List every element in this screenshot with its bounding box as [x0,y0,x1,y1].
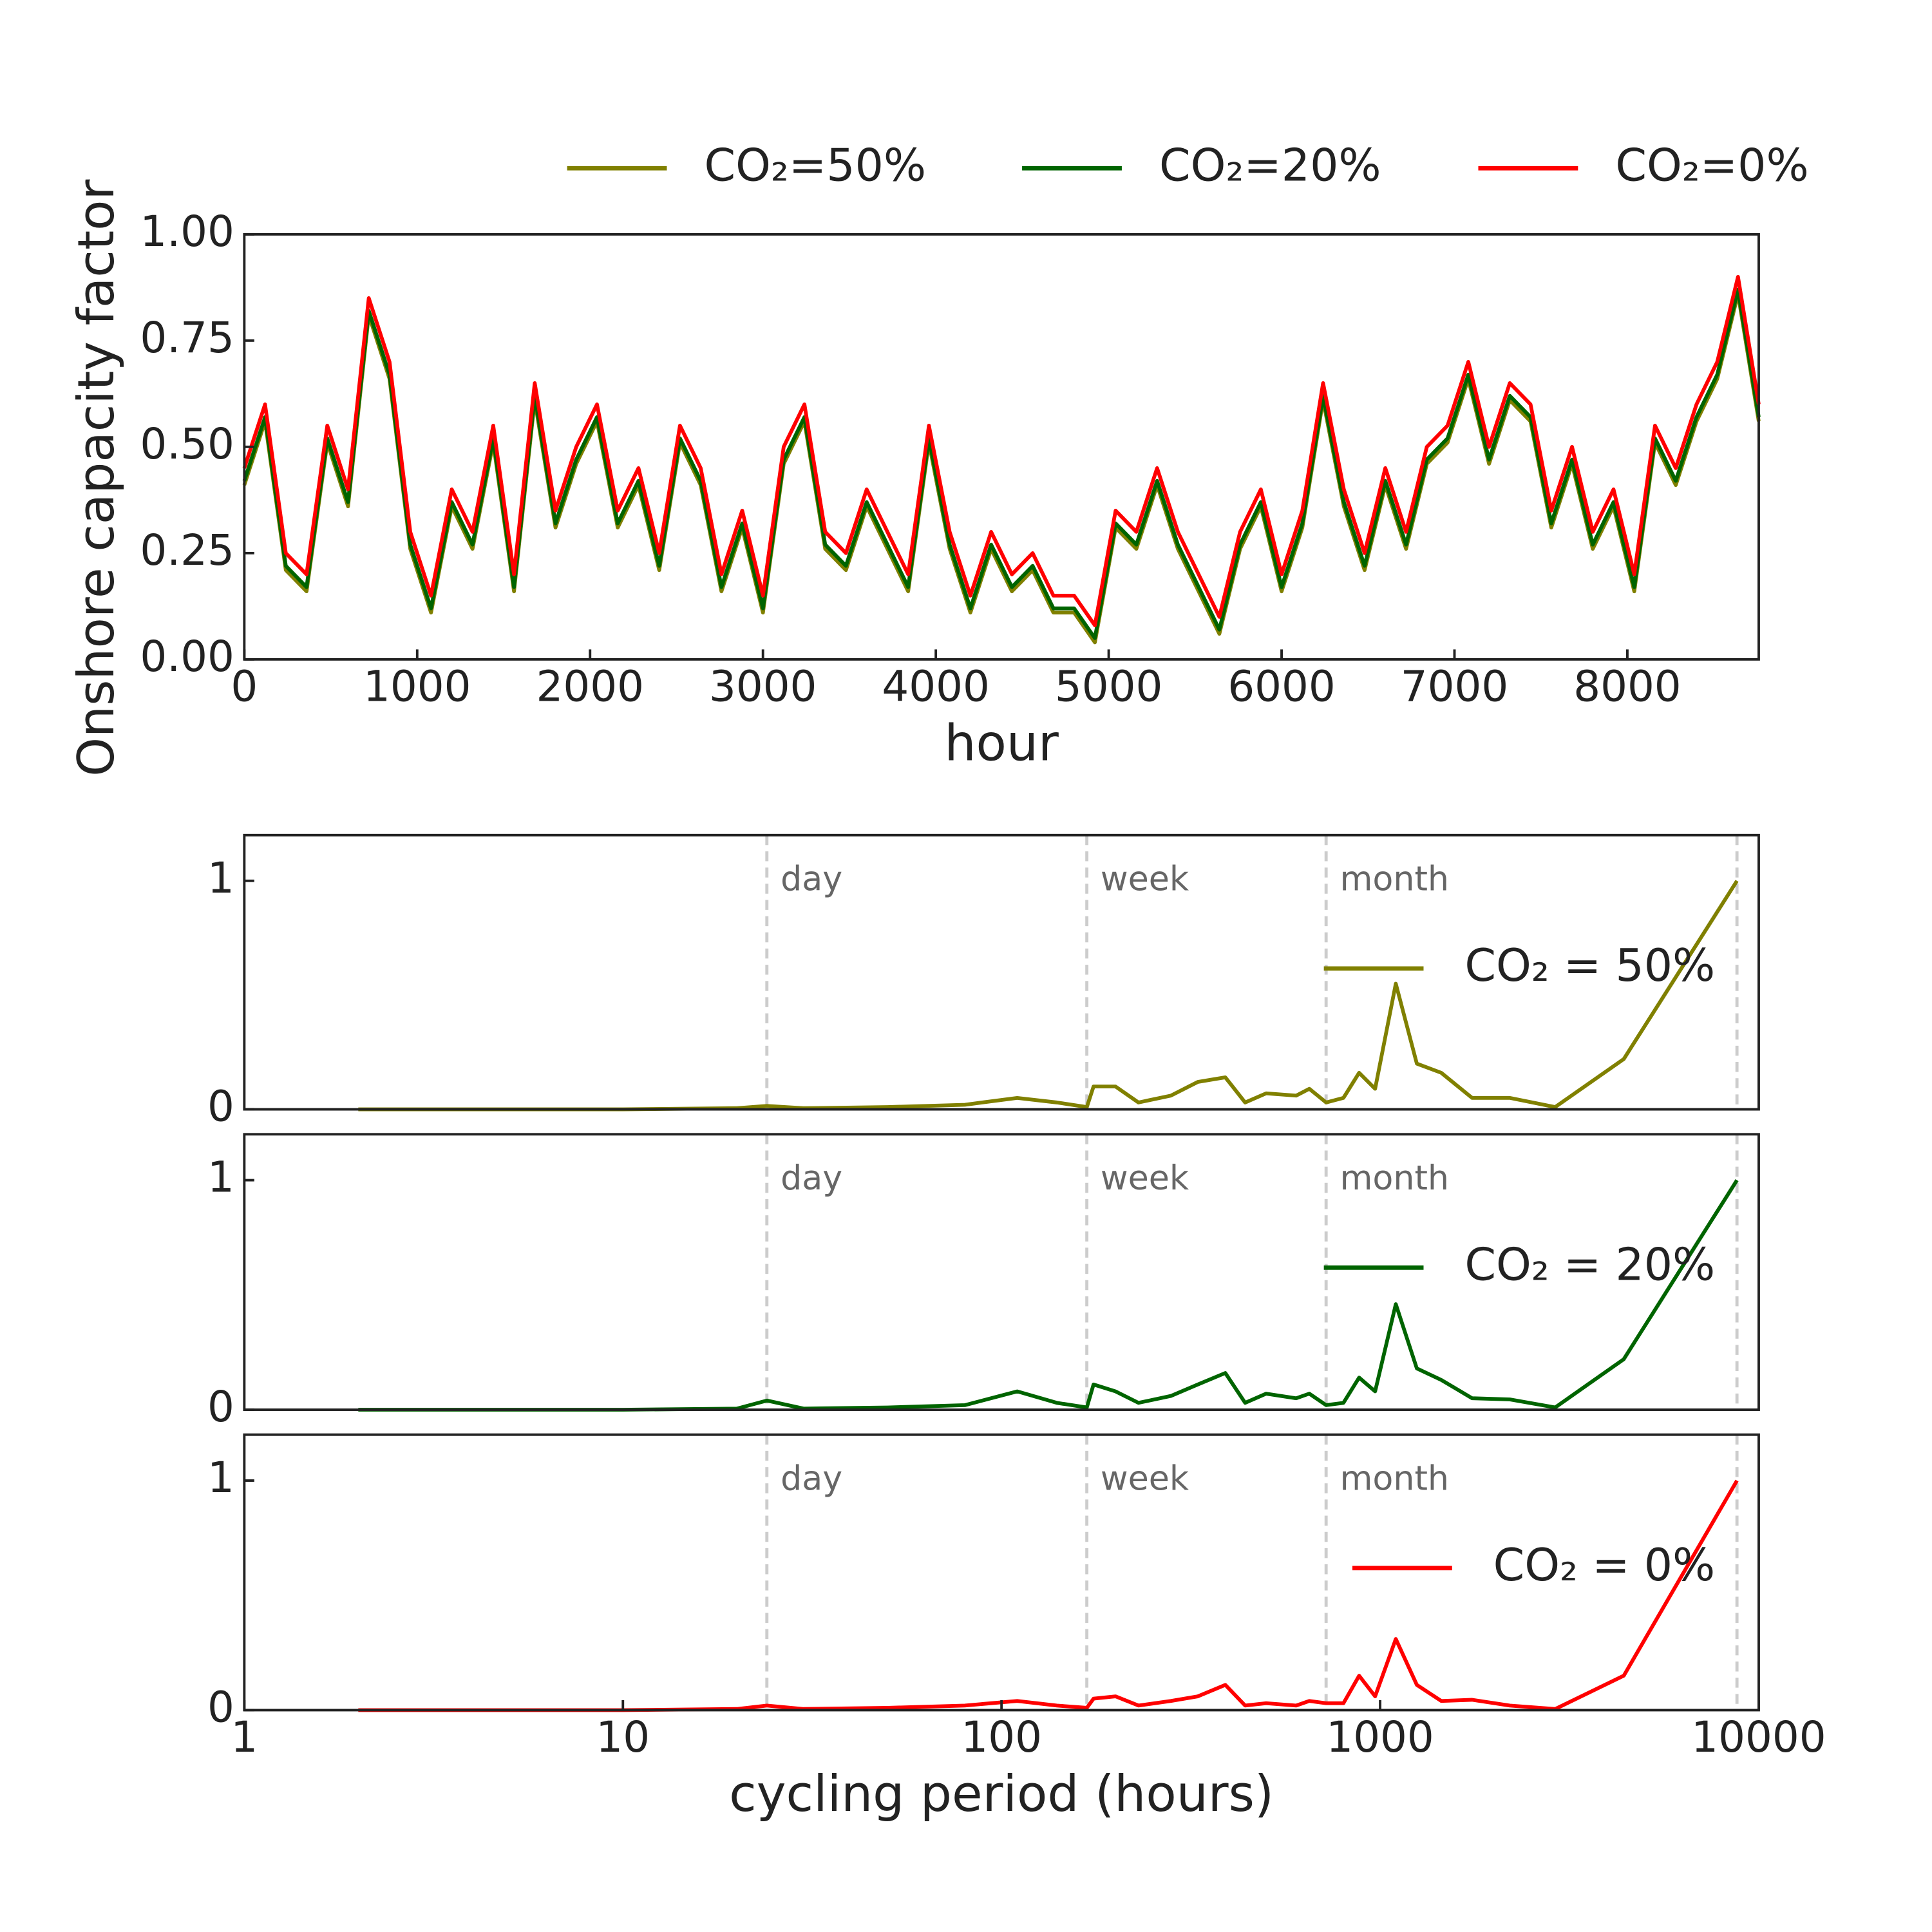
series-line [358,880,1739,1112]
series-line [242,274,1761,627]
y-axis-label: Onshore capacity factor [68,179,126,776]
y-tick-label: 1 [207,1153,234,1202]
legend-label: CO₂=20% [1159,139,1381,191]
legend-label: CO₂=50% [705,139,927,191]
plot-frame [243,1133,1760,1411]
period-label: week [1101,1459,1189,1498]
plot-frame [243,833,1760,1111]
x-tick-label: 10000 [1691,1712,1826,1762]
y-tick-label: 1 [207,853,234,903]
y-tick-label: 0.25 [140,526,234,575]
x-axis-label: cycling period (hours) [729,1765,1274,1823]
period-label: week [1101,860,1189,898]
legend-label: CO₂ = 0% [1493,1539,1716,1591]
period-label: month [1340,1459,1449,1498]
period-label: month [1340,860,1449,898]
x-tick-label: 5000 [1055,661,1162,711]
period-label: month [1340,1159,1449,1198]
x-tick-label: 1000 [363,661,471,711]
y-tick-label: 1.00 [140,207,234,256]
period-label: day [781,1159,842,1198]
x-tick-label: 7000 [1401,661,1508,711]
y-tick-label: 0.75 [140,313,234,363]
series-line [242,292,1761,645]
x-tick-label: 0 [231,661,258,711]
x-tick-label: 8000 [1573,661,1681,711]
period-label: day [781,860,842,898]
legend-label: CO₂=0% [1615,139,1808,191]
y-tick-label: 0 [207,1382,234,1432]
y-tick-label: 1 [207,1453,234,1502]
legend-label: CO₂ = 20% [1464,1238,1715,1291]
y-tick-label: 0 [207,1082,234,1132]
plot-frame [243,232,1760,661]
x-tick-label: 3000 [709,661,817,711]
x-axis-label: hour [945,714,1059,772]
period-label: week [1101,1159,1189,1198]
y-tick-label: 0.00 [140,632,234,681]
y-tick-label: 0.50 [140,419,234,469]
x-tick-label: 1000 [1326,1712,1434,1762]
x-tick-label: 100 [961,1712,1042,1762]
x-tick-label: 10 [596,1712,650,1762]
y-tick-label: 0 [207,1683,234,1732]
x-tick-label: 4000 [882,661,989,711]
legend-label: CO₂ = 50% [1464,940,1715,992]
x-tick-label: 6000 [1227,661,1335,711]
x-tick-label: 1 [231,1712,258,1762]
series-line [358,1179,1739,1412]
period-label: day [781,1459,842,1498]
series-line [242,287,1761,640]
series-line [358,1479,1739,1712]
x-tick-label: 2000 [536,661,644,711]
